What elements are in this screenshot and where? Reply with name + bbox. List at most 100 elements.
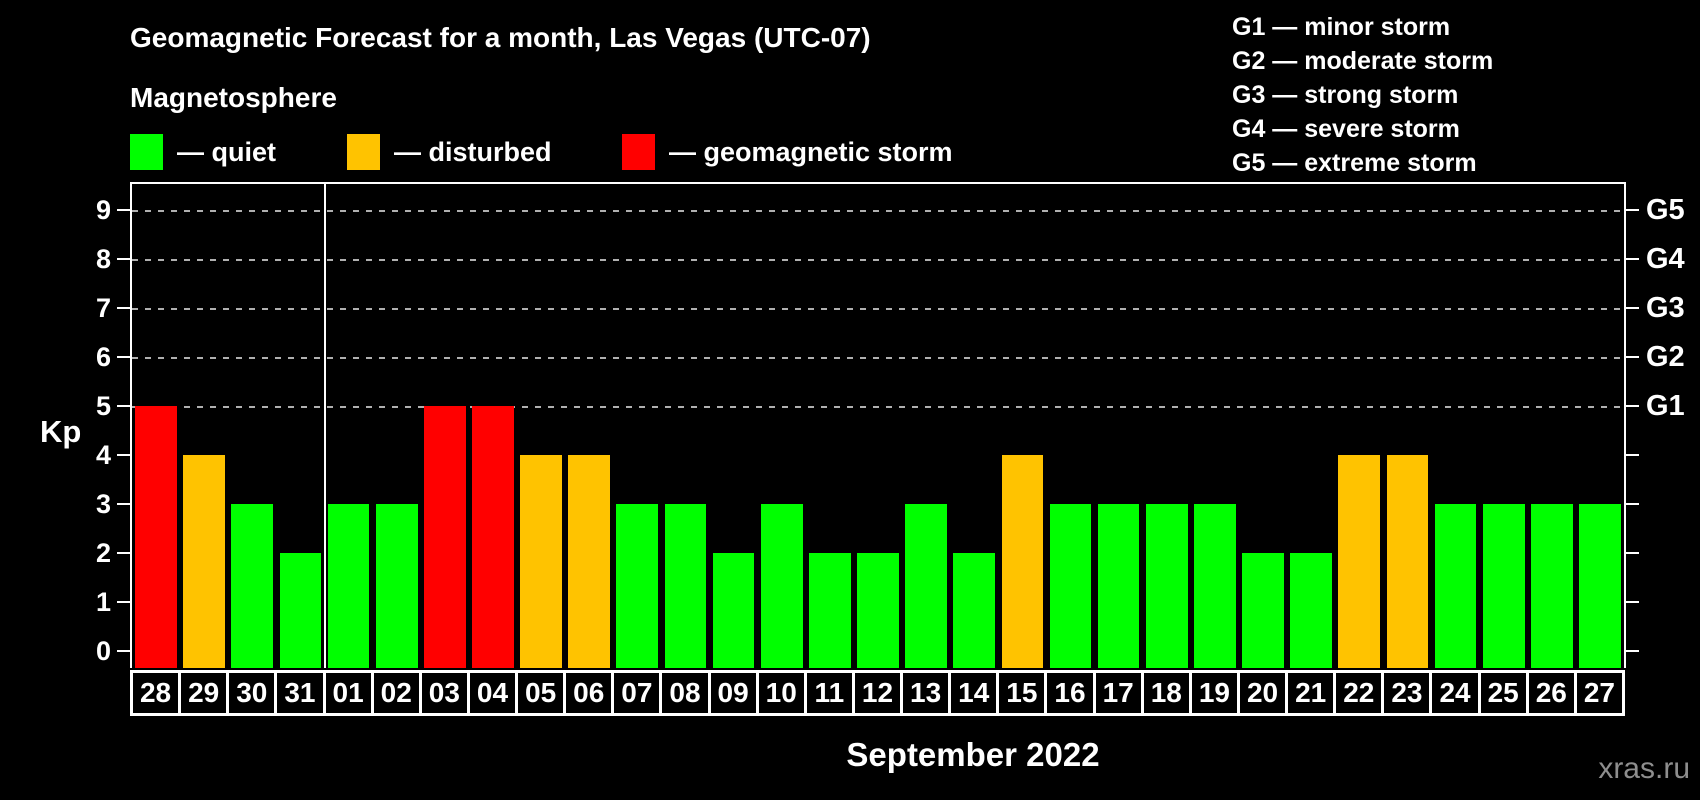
day-label: 17 — [1092, 670, 1144, 716]
g-axis-tick — [1626, 307, 1639, 309]
day-label: 21 — [1285, 670, 1337, 716]
g-axis-label-g3: G3 — [1646, 292, 1685, 324]
kp-axis-tick-label: 4 — [95, 440, 111, 470]
magnetosphere-subtitle: Magnetosphere — [130, 82, 337, 113]
day-label: 15 — [996, 670, 1048, 716]
kp-axis-title: Kp — [40, 414, 82, 449]
page-title: Geomagnetic Forecast for a month, Las Ve… — [130, 22, 871, 53]
day-label: 28 — [130, 670, 182, 716]
kp-bar — [472, 406, 514, 668]
g-scale-legend: G1 — minor storm G2 — moderate storm G3 … — [1232, 10, 1493, 180]
g-scale-legend-g4: G4 — severe storm — [1232, 115, 1460, 143]
kp-bar — [1097, 504, 1140, 668]
kp-bar — [1530, 504, 1573, 668]
kp-bar — [857, 553, 899, 668]
g-axis-tick — [1626, 454, 1639, 456]
day-label: 30 — [226, 670, 278, 716]
kp-bar — [1386, 455, 1429, 668]
day-label: 18 — [1140, 670, 1192, 716]
kp-axis-tick — [117, 307, 130, 309]
day-label: 04 — [466, 670, 519, 716]
g-axis-tick — [1626, 405, 1639, 407]
kp-bar — [664, 504, 707, 668]
kp-bar — [1001, 455, 1044, 668]
day-label: 27 — [1573, 670, 1625, 716]
kp-bar — [520, 455, 562, 668]
day-label: 11 — [803, 670, 855, 716]
kp-bar — [1290, 553, 1332, 668]
kp-bar — [423, 406, 466, 668]
plot-area — [130, 182, 1626, 668]
day-label: 01 — [322, 670, 374, 716]
day-label: 06 — [563, 670, 615, 716]
day-label: 12 — [851, 670, 904, 716]
legend-item-storm: — geomagnetic storm — [622, 132, 953, 172]
day-label: 09 — [707, 670, 759, 716]
kp-axis-tick — [117, 258, 130, 260]
legend-label-storm: — geomagnetic storm — [669, 136, 953, 167]
g-axis-tick — [1626, 258, 1639, 260]
g-axis-tick — [1626, 209, 1639, 211]
kp-axis-tick — [117, 601, 130, 603]
kp-axis-tick — [117, 503, 130, 505]
kp-bar — [1482, 504, 1525, 668]
kp-axis-tick-label: 2 — [95, 538, 111, 568]
gridline-kp8 — [132, 259, 1624, 261]
kp-bar — [1338, 455, 1381, 668]
kp-bar — [809, 553, 851, 668]
g-scale-legend-g3: G3 — strong storm — [1232, 81, 1459, 109]
kp-axis-tick — [117, 454, 130, 456]
day-label: 02 — [370, 670, 422, 716]
kp-bar — [1434, 504, 1477, 668]
kp-axis-tick — [117, 552, 130, 554]
quiet-swatch-icon — [130, 134, 163, 170]
day-label: 05 — [515, 670, 567, 716]
kp-axis-tick-label: 7 — [95, 293, 111, 323]
day-label: 20 — [1236, 670, 1289, 716]
kp-axis-tick — [117, 356, 130, 358]
kp-bar — [327, 504, 370, 668]
kp-bar — [760, 504, 803, 668]
kp-bar — [375, 504, 418, 668]
g-axis-label-g1: G1 — [1646, 390, 1685, 422]
kp-axis-tick-label: 3 — [95, 489, 111, 519]
kp-axis-tick-label: 8 — [95, 244, 111, 274]
kp-axis-tick-label: 1 — [95, 587, 111, 617]
gridline-kp9 — [132, 210, 1624, 212]
kp-bar — [1579, 504, 1621, 668]
legend-item-quiet: — quiet — [130, 132, 276, 172]
kp-bar — [279, 553, 322, 668]
day-label: 03 — [418, 670, 470, 716]
storm-swatch-icon — [622, 134, 655, 170]
kp-bar — [1145, 504, 1188, 668]
g-axis-tick — [1626, 650, 1639, 652]
day-label: 22 — [1333, 670, 1385, 716]
kp-bar — [1049, 504, 1092, 668]
legend-label-disturbed: — disturbed — [394, 136, 552, 167]
g-scale-legend-g5: G5 — extreme storm — [1232, 149, 1477, 177]
day-label: 16 — [1044, 670, 1096, 716]
day-label: 07 — [611, 670, 663, 716]
gridline-kp5 — [132, 406, 1624, 408]
g-axis-tick — [1626, 552, 1639, 554]
day-label: 26 — [1525, 670, 1577, 716]
month-divider-line — [323, 184, 326, 668]
g-scale-legend-g1: G1 — minor storm — [1232, 13, 1451, 41]
disturbed-swatch-icon — [347, 134, 380, 170]
kp-axis-tick — [117, 405, 130, 407]
day-label: 13 — [900, 670, 952, 716]
kp-axis-tick-label: 6 — [95, 342, 111, 372]
legend-label-quiet: — quiet — [177, 136, 276, 167]
g-scale-legend-g2: G2 — moderate storm — [1232, 47, 1494, 75]
day-label: 14 — [948, 670, 1000, 716]
kp-axis-tick — [117, 650, 130, 652]
day-label: 10 — [755, 670, 807, 716]
kp-bar — [231, 504, 274, 668]
g-axis-tick — [1626, 356, 1639, 358]
kp-axis-tick-label: 5 — [95, 391, 111, 421]
kp-bar — [905, 504, 947, 668]
g-axis-label-g2: G2 — [1646, 341, 1685, 373]
kp-bar — [616, 504, 659, 668]
kp-axis-tick — [117, 209, 130, 211]
